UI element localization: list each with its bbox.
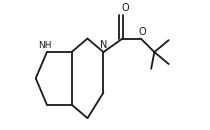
Text: NH: NH — [39, 41, 52, 50]
Text: O: O — [121, 3, 129, 13]
Text: O: O — [139, 27, 146, 37]
Text: N: N — [100, 41, 107, 50]
